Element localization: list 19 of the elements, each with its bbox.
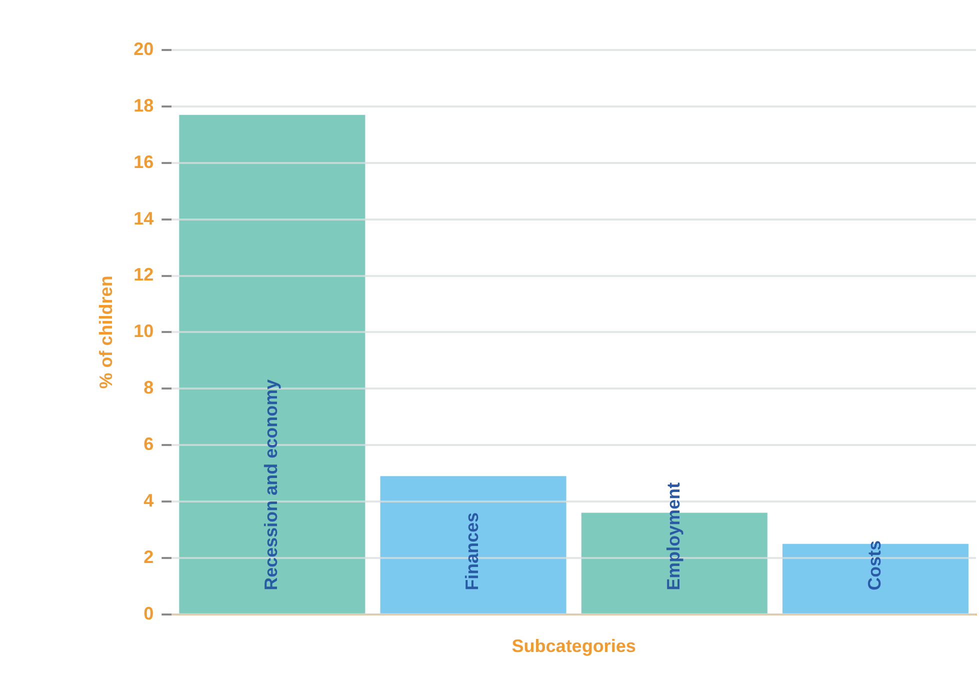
y-tick-label: 18 [134,95,154,116]
y-tick-label: 14 [134,208,154,228]
x-tick-label: Finances [462,512,482,590]
x-tick-label: Costs [864,540,884,590]
y-tick-label: 12 [134,264,154,285]
y-tick-label: 10 [134,321,154,342]
y-tick-label: 20 [134,38,154,59]
y-tick-label: 8 [144,378,154,398]
x-tick-label: Employment [663,482,684,590]
y-tick-label: 0 [144,603,154,624]
bar [380,476,566,614]
y-tick-label: 16 [134,152,154,172]
y-tick-label: 2 [144,546,154,567]
y-tick-label: 6 [144,434,154,454]
y-axis-title: % of children [96,276,116,389]
x-tick-label: Recession and economy [261,379,282,590]
x-axis-title: Subcategories [512,636,636,656]
bar [179,114,366,614]
y-tick-label: 4 [144,490,154,510]
